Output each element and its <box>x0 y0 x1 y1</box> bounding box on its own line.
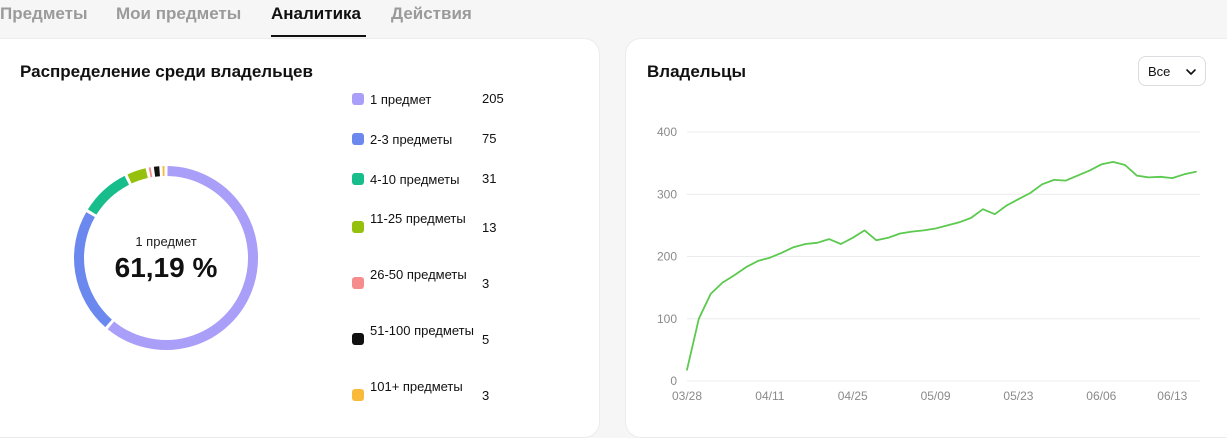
x-tick-label: 04/11 <box>755 389 784 403</box>
x-tick-label: 05/09 <box>921 389 951 403</box>
owners-series-line <box>687 162 1196 370</box>
y-tick-label: 300 <box>657 187 677 201</box>
legend-swatch <box>352 277 364 289</box>
legend-count: 75 <box>482 131 496 146</box>
distribution-title: Распределение среди владельцев <box>20 62 313 82</box>
legend-label: 4-10 предметы <box>370 171 480 188</box>
legend-count: 31 <box>482 171 496 186</box>
x-tick-label: 06/06 <box>1086 389 1116 403</box>
tab-analytics[interactable]: Аналитика <box>271 4 361 24</box>
legend-swatch <box>352 133 364 145</box>
legend-count: 13 <box>482 220 496 235</box>
owners-line-chart: 0 100 200 300 400 03/28 04/11 04/25 05/09 05/23 06… <box>640 118 1227 418</box>
owners-period-select[interactable]: Все <box>1138 56 1206 86</box>
donut-center-label: 1 предмет <box>66 234 266 249</box>
x-tick-label: 06/13 <box>1157 389 1187 403</box>
legend-count: 3 <box>482 388 489 403</box>
legend-item: 26-50 предметы 3 <box>352 266 522 302</box>
legend-item: 101+ предметы 3 <box>352 378 522 414</box>
chevron-down-icon <box>1185 67 1197 77</box>
x-tick-label: 05/23 <box>1003 389 1033 403</box>
active-tab-indicator <box>271 35 366 37</box>
legend-swatch <box>352 389 364 401</box>
legend-item: 11-25 предметы 13 <box>352 210 522 246</box>
legend-count: 205 <box>482 91 504 106</box>
legend-label: 26-50 предметы <box>370 266 480 283</box>
x-tick-label: 04/25 <box>838 389 868 403</box>
legend-label: 51-100 предметы <box>370 322 480 339</box>
legend-swatch <box>352 221 364 233</box>
owners-title: Владельцы <box>647 62 746 82</box>
y-tick-label: 400 <box>657 125 677 139</box>
legend-count: 5 <box>482 332 489 347</box>
legend-swatch <box>352 333 364 345</box>
tab-activity[interactable]: Действия <box>391 4 472 24</box>
legend-swatch <box>352 93 364 105</box>
legend-swatch <box>352 173 364 185</box>
tab-my-items[interactable]: Мои предметы <box>116 4 241 24</box>
x-tick-label: 03/28 <box>672 389 702 403</box>
donut-segment <box>92 180 127 212</box>
y-tick-label: 0 <box>670 374 677 388</box>
legend-label: 1 предмет <box>370 91 480 108</box>
y-tick-label: 200 <box>657 250 677 264</box>
donut-center-value: 61,19 % <box>66 252 266 284</box>
legend-label: 11-25 предметы <box>370 210 480 227</box>
legend-item: 1 предмет 205 <box>352 91 522 121</box>
legend-item: 51-100 предметы 5 <box>352 322 522 358</box>
donut-segment <box>155 171 160 172</box>
select-value: Все <box>1148 64 1170 79</box>
tab-items[interactable]: Предметы <box>0 4 88 24</box>
legend-item: 2-3 предметы 75 <box>352 131 522 161</box>
legend-count: 3 <box>482 276 489 291</box>
legend-item: 4-10 предметы 31 <box>352 171 522 201</box>
y-tick-label: 100 <box>657 312 677 326</box>
donut-segment <box>130 173 147 179</box>
legend-label: 2-3 предметы <box>370 131 480 148</box>
legend-label: 101+ предметы <box>370 378 480 395</box>
tab-bar: Предметы Мои предметы Аналитика Действия <box>0 0 1227 37</box>
